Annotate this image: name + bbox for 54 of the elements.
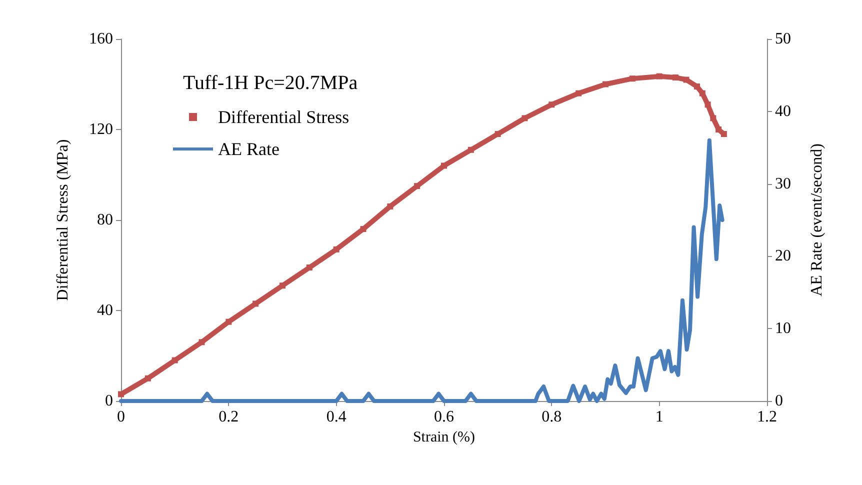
point <box>548 102 555 108</box>
y2-axis-title: AE Rate (event/second) <box>808 144 826 296</box>
point <box>172 357 178 364</box>
x-tick-label: 0.8 <box>542 408 562 426</box>
x-tick-label: 1.2 <box>757 408 777 426</box>
point <box>198 339 205 346</box>
point <box>306 264 312 271</box>
point <box>494 131 501 138</box>
point <box>226 318 232 325</box>
x-tick-label: 0.2 <box>218 408 239 426</box>
y2-tick-label: 10 <box>775 320 791 338</box>
y2-tick-label: 40 <box>775 102 791 120</box>
point <box>144 375 151 382</box>
point <box>704 102 711 108</box>
x-tick-label: 1 <box>655 408 664 426</box>
point <box>672 74 678 80</box>
x-tick-label: 0.6 <box>434 408 454 426</box>
point <box>468 146 474 153</box>
point <box>280 282 286 289</box>
legend-label: Differential Stress <box>218 107 350 127</box>
point <box>710 115 716 122</box>
y2-tick-label: 20 <box>775 248 791 265</box>
point <box>694 84 700 90</box>
x-tick-label: 0 <box>117 408 125 426</box>
point <box>360 226 366 232</box>
x-tick-label: 0.4 <box>326 408 346 426</box>
point <box>387 203 394 210</box>
y-tick-label: 40 <box>97 302 113 319</box>
point <box>252 300 259 307</box>
point <box>683 76 690 83</box>
point <box>333 246 340 252</box>
point <box>522 115 528 122</box>
point <box>441 162 447 169</box>
y2-tick-label: 50 <box>775 30 791 48</box>
point <box>576 90 582 96</box>
legend-label: AE Rate <box>218 139 280 159</box>
x-axis-title: Strain (%) <box>412 429 476 446</box>
point <box>656 73 662 80</box>
point <box>720 131 727 138</box>
y-tick-label: 80 <box>97 212 113 228</box>
point <box>118 391 124 398</box>
point <box>602 81 608 88</box>
point <box>699 90 706 96</box>
y-tick-label: 0 <box>105 392 113 410</box>
y2-tick-label: 0 <box>775 392 783 410</box>
line-series <box>119 138 724 403</box>
y-axis-title: Differential Stress (MPa) <box>54 139 72 301</box>
y2-tick-label: 30 <box>775 175 791 192</box>
point <box>716 126 722 132</box>
point <box>414 183 420 190</box>
point <box>629 76 636 82</box>
y-tick-label: 120 <box>89 121 113 138</box>
text: Tuff-1H Pc=20.7MPa <box>183 72 358 94</box>
y-tick-label: 160 <box>89 30 113 48</box>
